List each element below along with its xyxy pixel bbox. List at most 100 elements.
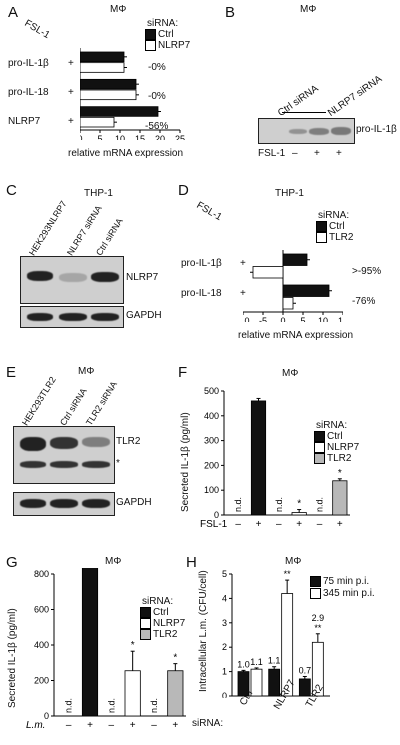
panel-h-bar-1-0 — [250, 668, 263, 697]
panel-d-row-label-0: pro-IL-1β — [181, 258, 222, 269]
panel-d-row-label-1: pro-IL-18 — [181, 288, 222, 299]
panel-a-pct-2: -56% — [145, 121, 169, 132]
panel-d-xtick-label-3: 5 — [300, 316, 305, 322]
panel-d-xtick-label-0: -10 — [243, 316, 250, 322]
panel-letter-h: H — [186, 554, 197, 571]
panel-e-band-6 — [82, 461, 110, 468]
panel-e-lane-0: HEK293TLR2 — [20, 374, 58, 428]
panel-g-star-2: * — [173, 653, 177, 664]
panel-f-bar-tlr2-1 — [332, 480, 348, 516]
panel-d-treatment-label: FSL-1 — [194, 200, 224, 224]
panel-h-ytick-label-5: 5 — [222, 569, 227, 579]
panel-b-blot — [258, 118, 355, 144]
panel-d-xtick-label-2: 0 — [280, 316, 285, 322]
panel-h-bar-0-1 — [268, 668, 281, 697]
panel-h-value-label-1-1: 3.7 — [281, 568, 294, 569]
panel-b-sign-1: + — [314, 148, 320, 159]
panel-e-band-9 — [82, 499, 110, 508]
panel-letter-a: A — [8, 4, 19, 21]
panel-a-chart: 0 5 10 15 20 25 — [80, 48, 185, 140]
panel-h-row-label: siRNA: — [192, 718, 224, 729]
panel-a-pct-1: -0% — [148, 91, 166, 102]
panel-e-band-label-2: GAPDH — [116, 497, 152, 508]
panel-d-xlabel: relative mRNA expression — [238, 330, 354, 341]
panel-f-cond-1-1: + — [296, 519, 302, 530]
panel-h-value-label-0-1: 1.1 — [268, 656, 281, 666]
panel-b-lane-0: Ctrl siRNA — [276, 83, 321, 120]
panel-d-bar-ctrl-1 — [282, 284, 330, 297]
panel-c-band-label-1: GAPDH — [126, 310, 162, 321]
panel-h-value-label-0-2: 0.7 — [299, 665, 312, 675]
panel-e-blot-tlr2 — [13, 426, 115, 484]
panel-a-row-label-2: NLRP7 — [8, 116, 41, 127]
panel-h-ytick-label-4: 4 — [222, 593, 227, 603]
panel-g-ytick-label-3: 600 — [34, 605, 49, 615]
panel-f-cond-2-0: – — [317, 519, 323, 530]
panel-f-legend-ctrl: Ctrl — [314, 431, 343, 442]
panel-e-title: MΦ — [78, 366, 95, 377]
panel-c-lane-2: Ctrl siRNA — [94, 216, 125, 258]
panel-d-chart: -10 -5 0 5 10 15 — [243, 250, 343, 322]
panel-h-bar-1-2 — [311, 641, 324, 697]
panel-letter-f: F — [178, 364, 188, 381]
panel-h-value-label-1-0: 1.1 — [250, 657, 263, 667]
panel-g-chart: 0 200 400 600 800 n.d. – + n.d. – * + n.d. – * + L.m. — [26, 568, 186, 731]
panel-d-pct-1: -76% — [352, 296, 376, 307]
panel-d-pct-0: >-95% — [352, 266, 382, 277]
panel-e-band-7 — [20, 499, 46, 508]
panel-g-nd-2-0: n.d. — [149, 698, 159, 713]
panel-a-xtick-label-1: 5 — [97, 134, 102, 140]
panel-a-xlabel: relative mRNA expression — [68, 148, 184, 159]
panel-e-band-4 — [20, 461, 46, 468]
panel-a-plus-2: + — [68, 116, 74, 127]
panel-a-bar-ctrl-2 — [80, 106, 159, 117]
panel-c-band-label-0: NLRP7 — [126, 272, 159, 283]
panel-f-ytick-label-1: 100 — [204, 485, 219, 495]
panel-d-legend-ctrl: Ctrl — [316, 221, 345, 232]
panel-letter-e: E — [6, 364, 17, 381]
panel-a-title: MΦ — [110, 4, 127, 15]
panel-f-star-1: * — [297, 499, 301, 510]
panel-c-band-4 — [27, 313, 53, 321]
panel-g-row-label: L.m. — [26, 720, 45, 731]
panel-g-ytick-label-4: 800 — [34, 569, 49, 579]
panel-f-nd-0-0: n.d. — [233, 497, 243, 512]
panel-e-band-3 — [82, 437, 110, 447]
panel-c-band-3 — [91, 272, 119, 282]
panel-c-blot-nlrp7 — [20, 256, 124, 304]
panel-g-legend-ctrl: Ctrl — [140, 607, 169, 618]
panel-g-star-1: * — [131, 640, 135, 651]
panel-a-legend-ctrl: Ctrl — [145, 29, 174, 40]
panel-e-band-label-0: TLR2 — [116, 436, 141, 447]
panel-d-xtick-label-4: 10 — [318, 316, 328, 322]
panel-g-title: MΦ — [105, 556, 122, 567]
panel-e-lane-2: TLR2 siRNA — [84, 379, 119, 428]
panel-letter-c: C — [6, 182, 17, 199]
panel-b-row-label: FSL-1 — [258, 148, 286, 159]
panel-a-legend-title: siRNA: — [147, 18, 179, 29]
panel-b-band-1 — [289, 129, 307, 134]
panel-f-cond-2-1: + — [337, 519, 343, 530]
panel-d-legend-tlr2: TLR2 — [316, 232, 353, 243]
panel-g-legend-nlrp7: NLRP7 — [140, 618, 185, 629]
panel-e-band-5 — [50, 461, 78, 468]
panel-f-legend-nlrp7: NLRP7 — [314, 442, 359, 453]
panel-a-plus-0: + — [68, 58, 74, 69]
panel-b-lane-bracket — [282, 112, 326, 113]
panel-g-cond-1-1: + — [130, 720, 136, 731]
panel-a-pct-0: -0% — [148, 62, 166, 73]
panel-a-bar-nlrp7-1 — [80, 89, 137, 101]
panel-h-ytick-label-1: 1 — [222, 667, 227, 677]
panel-f-bar-nlrp7-1 — [291, 512, 307, 516]
panel-f-star-2: * — [338, 468, 342, 479]
panel-g-cond-0-1: + — [87, 720, 93, 731]
panel-a-xtick-label-5: 25 — [175, 134, 185, 140]
panel-e-band-label-1: * — [116, 458, 120, 469]
panel-g-cond-2-1: + — [172, 720, 178, 731]
panel-f-ytick-label-3: 300 — [204, 436, 219, 446]
panel-a-xtick-label-2: 10 — [115, 134, 125, 140]
panel-h-ytick-label-2: 2 — [222, 642, 227, 652]
panel-e-band-1 — [20, 437, 46, 451]
panel-a-plus-1: + — [68, 87, 74, 98]
panel-h-star-1: ** — [284, 569, 292, 579]
